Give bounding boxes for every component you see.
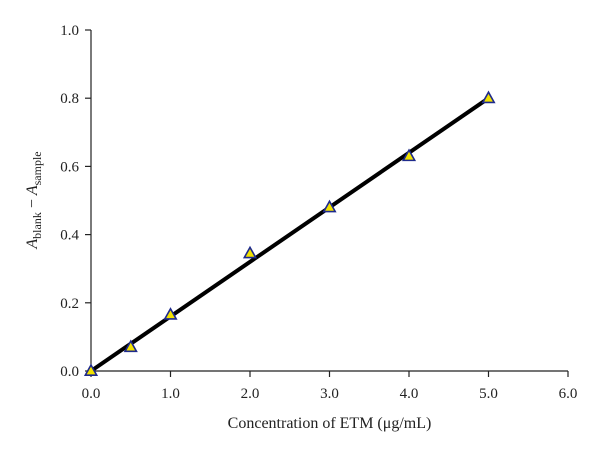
y-axis-title-minus: − bbox=[24, 195, 41, 212]
y-axis-title-sub2: sample bbox=[30, 151, 44, 185]
x-axis-title: Concentration of ETM (μg/mL) bbox=[228, 415, 432, 432]
x-tick-label: 2.0 bbox=[241, 386, 260, 402]
y-ticks: 0.0 0.2 0.4 0.6 0.8 1.0 bbox=[60, 23, 91, 380]
y-axis-title: Ablank − Asample bbox=[24, 151, 44, 249]
data-point bbox=[322, 199, 337, 213]
y-axis-title-a2: A bbox=[24, 185, 41, 196]
plot-area bbox=[83, 90, 496, 377]
data-point bbox=[481, 90, 496, 104]
data-point bbox=[123, 339, 138, 353]
y-tick-label: 1.0 bbox=[60, 23, 79, 39]
fit-line bbox=[89, 96, 491, 373]
x-ticks: 0.0 1.0 2.0 3.0 4.0 5.0 6.0 bbox=[82, 371, 578, 402]
y-tick-label: 0.8 bbox=[60, 91, 79, 107]
x-tick-label: 5.0 bbox=[479, 386, 498, 402]
data-point bbox=[163, 307, 178, 320]
y-axis-title-a1: A bbox=[24, 239, 41, 250]
data-point bbox=[83, 363, 99, 377]
y-tick-label: 0.6 bbox=[60, 159, 79, 175]
x-tick-label: 3.0 bbox=[320, 386, 339, 402]
y-tick-label: 0.2 bbox=[60, 296, 79, 312]
x-tick-label: 0.0 bbox=[82, 386, 101, 402]
x-tick-label: 6.0 bbox=[559, 386, 578, 402]
y-axis-title-sub1: blank bbox=[30, 212, 44, 239]
y-tick-label: 0.0 bbox=[60, 364, 79, 380]
y-tick-label: 0.4 bbox=[60, 228, 79, 244]
data-point bbox=[242, 245, 258, 259]
data-point bbox=[401, 148, 417, 162]
x-tick-label: 1.0 bbox=[161, 386, 180, 402]
x-tick-label: 4.0 bbox=[400, 386, 419, 402]
